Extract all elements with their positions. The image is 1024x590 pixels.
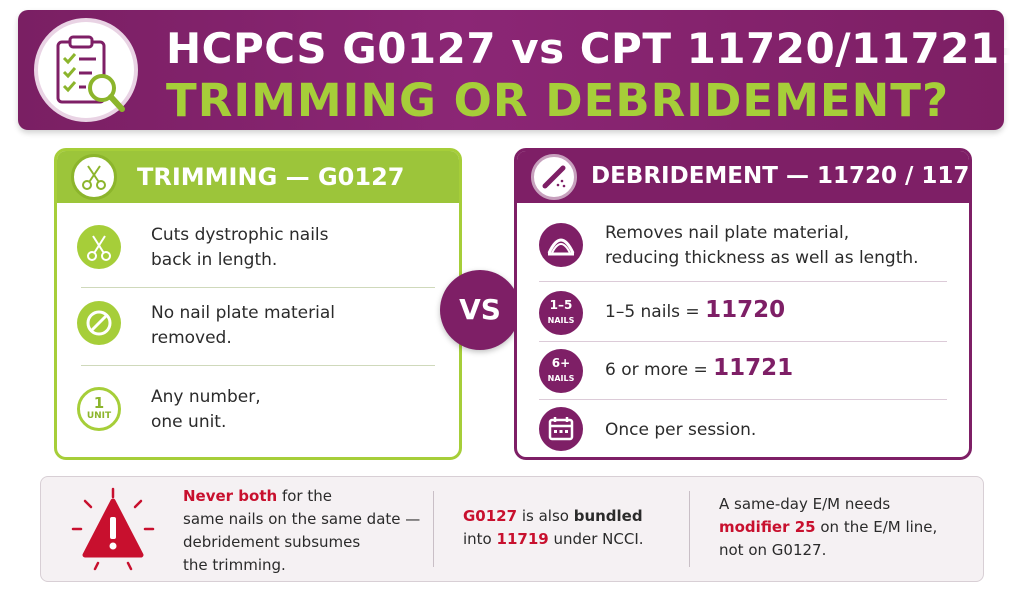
title-line-2: TRIMMING OR DEBRIDEMENT? <box>166 74 950 127</box>
note-2-text-a: is also <box>517 507 574 525</box>
nail-layers-icon <box>539 223 583 267</box>
debridement-row-session: Once per session. <box>517 405 969 457</box>
never-both-emphasis: Never both <box>183 487 278 505</box>
note-2-text-b: into <box>463 530 497 548</box>
note-3-line-1: A same-day E/M needs <box>719 495 891 513</box>
vs-badge: VS <box>440 270 520 350</box>
divider <box>539 341 947 342</box>
note-1-line-4: the trimming. <box>183 556 286 574</box>
divider <box>539 399 947 400</box>
bundled-emphasis: bundled <box>573 507 643 525</box>
trimming-row-3-line-1: Any number, <box>151 387 261 407</box>
note-1-line-2: same nails on the same date — <box>183 510 421 528</box>
debridement-row-4-text: Once per session. <box>605 420 757 440</box>
bottom-notes: Never both for the same nails on the sam… <box>40 476 984 582</box>
calendar-icon <box>539 407 583 451</box>
unit-badge-label: UNIT <box>86 411 112 421</box>
no-symbol-icon <box>77 301 121 345</box>
code-11719: 11719 <box>496 530 549 548</box>
trimming-heading: TRIMMING — G0127 <box>137 163 405 191</box>
nail-count-badge-icon: 1–5 NAILS <box>539 291 583 335</box>
debridement-header: DEBRIDEMENT — 11720 / 11721 <box>517 151 969 203</box>
count-badge-label: NAILS <box>547 374 575 383</box>
divider <box>539 281 947 282</box>
modifier-25-emphasis: modifier 25 <box>719 518 816 536</box>
debridement-row-2-text: 1–5 nails = <box>605 302 700 322</box>
count-badge-number: 6+ <box>551 356 571 370</box>
note-modifier-25: A same-day E/M needs modifier 25 on the … <box>719 493 979 562</box>
debridement-row-1-line-1: Removes nail plate material, <box>605 223 850 243</box>
note-1-line-3: debridement subsumes <box>183 533 361 551</box>
divider <box>689 491 690 567</box>
divider <box>81 365 435 366</box>
note-bundled: G0127 is also bundled into 11719 under N… <box>463 505 693 551</box>
note-3-line-3: not on G0127. <box>719 541 827 559</box>
code-g0127: G0127 <box>463 507 518 525</box>
note-2-text-c: under NCCI. <box>548 530 644 548</box>
nail-count-badge-icon: 6+ NAILS <box>539 349 583 393</box>
warning-triangle-icon <box>71 487 155 577</box>
trimming-row-material: No nail plate material removed. <box>57 295 459 359</box>
trimming-row-units: 1 UNIT Any number, one unit. <box>57 375 459 445</box>
trimming-row-3-line-2: one unit. <box>151 412 227 432</box>
debridement-heading: DEBRIDEMENT — 11720 / 11721 <box>591 163 972 189</box>
trimming-row-1-line-1: Cuts dystrophic nails <box>151 225 329 245</box>
nail-file-icon <box>531 154 577 200</box>
scissors-icon <box>71 154 117 200</box>
debridement-row-3-text: 6 or more = <box>605 360 708 380</box>
trimming-header: TRIMMING — G0127 <box>57 151 459 203</box>
one-unit-badge-icon: 1 UNIT <box>77 387 121 431</box>
debridement-row-11720: 1–5 NAILS 1–5 nails = 11720 <box>517 287 969 341</box>
note-1-text-a: for the <box>277 487 332 505</box>
divider <box>433 491 434 567</box>
scissors-icon <box>77 225 121 269</box>
title-line-1: HCPCS G0127 vs CPT 11720/11721: <box>166 24 1017 73</box>
divider <box>81 287 435 288</box>
code-11721: 11721 <box>713 355 794 381</box>
debridement-row-thickness: Removes nail plate material, reducing th… <box>517 217 969 279</box>
trimming-row-length: Cuts dystrophic nails back in length. <box>57 221 459 287</box>
trimming-row-1-line-2: back in length. <box>151 250 278 270</box>
header-banner: HCPCS G0127 vs CPT 11720/11721: TRIMMING… <box>18 10 1017 130</box>
count-badge-label: NAILS <box>547 316 575 325</box>
clipboard-checklist-magnifier-icon <box>34 18 138 122</box>
trimming-panel: TRIMMING — G0127 Cuts dystrophic nails b… <box>54 148 462 460</box>
unit-badge-number: 1 <box>93 394 105 412</box>
trimming-row-2-line-2: removed. <box>151 328 232 348</box>
debridement-panel: DEBRIDEMENT — 11720 / 11721 Removes nail… <box>514 148 972 460</box>
code-11720: 11720 <box>705 297 786 323</box>
count-badge-number: 1–5 <box>549 298 573 312</box>
note-3-text-a: on the E/M line, <box>815 518 938 536</box>
debridement-row-11721: 6+ NAILS 6 or more = 11721 <box>517 345 969 399</box>
debridement-row-1-line-2: reducing thickness as well as length. <box>605 248 919 268</box>
trimming-row-2-line-1: No nail plate material <box>151 303 335 323</box>
note-never-both: Never both for the same nails on the sam… <box>183 485 423 577</box>
